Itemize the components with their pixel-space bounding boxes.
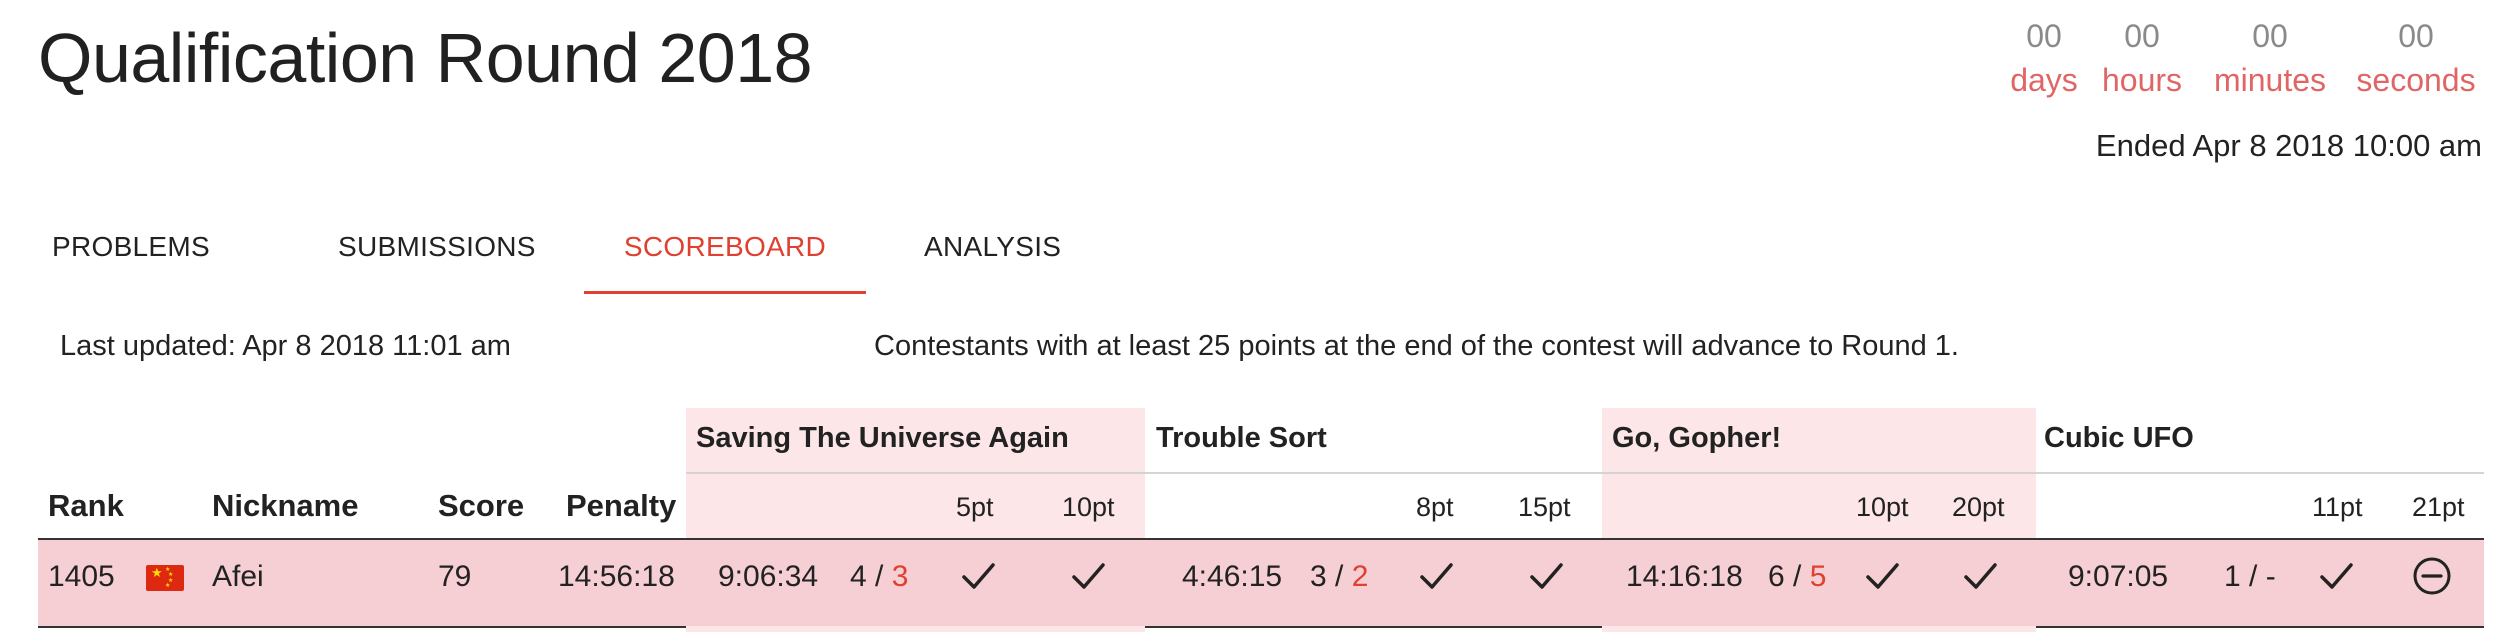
attempts-count: 1 / - [2224, 560, 2276, 593]
countdown-days-value: 00 [2026, 18, 2062, 54]
problem-name[interactable]: Cubic UFO [2044, 422, 2194, 454]
solve-time: 14:16:18 [1626, 560, 1743, 593]
attempts-count: 4 / [850, 560, 884, 593]
china-flag-icon: ★ ★ ★ ★ ★ [146, 565, 184, 591]
solve-time: 4:46:15 [1182, 560, 1283, 593]
small-points: 10pt [1856, 492, 1909, 522]
attempts-count: 3 / [1310, 560, 1344, 593]
table-row [38, 540, 2484, 626]
penalty-header: Penalty [566, 488, 677, 523]
problem-name[interactable]: Go, Gopher! [1612, 422, 1782, 454]
tab-analysis[interactable]: ANALYSIS [924, 231, 1062, 262]
check-icon [1420, 563, 1453, 589]
tab-bar: PROBLEMS SUBMISSIONS SCOREBOARD ANALYSIS [52, 222, 1092, 294]
attempts: 3 / 2 [1310, 560, 1368, 594]
small-points: 5pt [956, 492, 994, 522]
countdown-minutes: 00 minutes [2190, 14, 2350, 102]
attempts-count: 6 / [1768, 560, 1802, 593]
attempts: 1 / - [2224, 560, 2276, 594]
page-title: Qualification Round 2018 [38, 19, 813, 97]
advance-note: Contestants with at least 25 points at t… [874, 330, 1959, 362]
tab-submissions[interactable]: SUBMISSIONS [338, 231, 536, 262]
table-divider [38, 538, 2484, 540]
countdown-seconds: 00 seconds [2336, 14, 2496, 102]
countdown-seconds-value: 00 [2398, 18, 2434, 54]
score-header: Score [438, 488, 525, 523]
scoreboard-table: Saving The Universe Again Trouble Sort G… [38, 408, 2484, 632]
tab-problems[interactable]: PROBLEMS [52, 231, 210, 262]
rank-header: Rank [48, 488, 124, 523]
nickname-cell[interactable]: Afei [212, 560, 264, 593]
large-points: 20pt [1952, 492, 2005, 522]
countdown-minutes-value: 00 [2252, 18, 2288, 54]
problem-column-shade [686, 626, 1145, 632]
tab-scoreboard[interactable]: SCOREBOARD [584, 222, 866, 294]
large-points: 10pt [1062, 492, 1115, 522]
small-points: 8pt [1416, 492, 1454, 522]
wrong-attempts: 2 [1351, 560, 1369, 593]
problem-column-shade [1602, 626, 2036, 632]
penalty-cell: 14:56:18 [558, 560, 675, 593]
problem-name[interactable]: Trouble Sort [1156, 422, 1327, 454]
nickname-header: Nickname [212, 488, 359, 523]
attempts: 6 / 5 [1768, 560, 1826, 594]
countdown-seconds-label: seconds [2356, 62, 2476, 98]
check-icon [1866, 563, 1899, 589]
solve-time: 9:06:34 [718, 560, 819, 593]
check-icon [1964, 563, 1997, 589]
rank-cell: 1405 [48, 560, 115, 593]
check-icon [2320, 563, 2353, 589]
score-cell: 79 [438, 560, 472, 593]
countdown-minutes-label: minutes [2213, 62, 2327, 98]
minus-circle-icon [2413, 557, 2451, 595]
countdown-hours: 00 hours [2062, 14, 2222, 102]
countdown-days-label: days [2010, 62, 2078, 98]
countdown-days: 00 days [1964, 14, 2124, 102]
large-points: 21pt [2412, 492, 2465, 522]
header-divider [686, 472, 2484, 474]
countdown: 00 days 00 hours 00 minutes 00 seconds [2010, 14, 2482, 114]
solve-time: 9:07:05 [2068, 560, 2169, 593]
small-points: 11pt [2312, 492, 2363, 522]
wrong-attempts: 3 [891, 560, 909, 593]
table-divider [38, 626, 2484, 628]
check-icon [1530, 563, 1563, 589]
countdown-hours-label: hours [2101, 62, 2183, 98]
check-icon [962, 563, 995, 589]
attempts: 4 / 3 [850, 560, 908, 594]
countdown-hours-value: 00 [2124, 18, 2160, 54]
last-updated: Last updated: Apr 8 2018 11:01 am [60, 330, 511, 362]
problem-name[interactable]: Saving The Universe Again [696, 422, 1069, 454]
large-points: 15pt [1518, 492, 1571, 522]
wrong-attempts: 5 [1809, 560, 1827, 593]
check-icon [1072, 563, 1105, 589]
ended-status: Ended Apr 8 2018 10:00 am [2095, 128, 2482, 163]
